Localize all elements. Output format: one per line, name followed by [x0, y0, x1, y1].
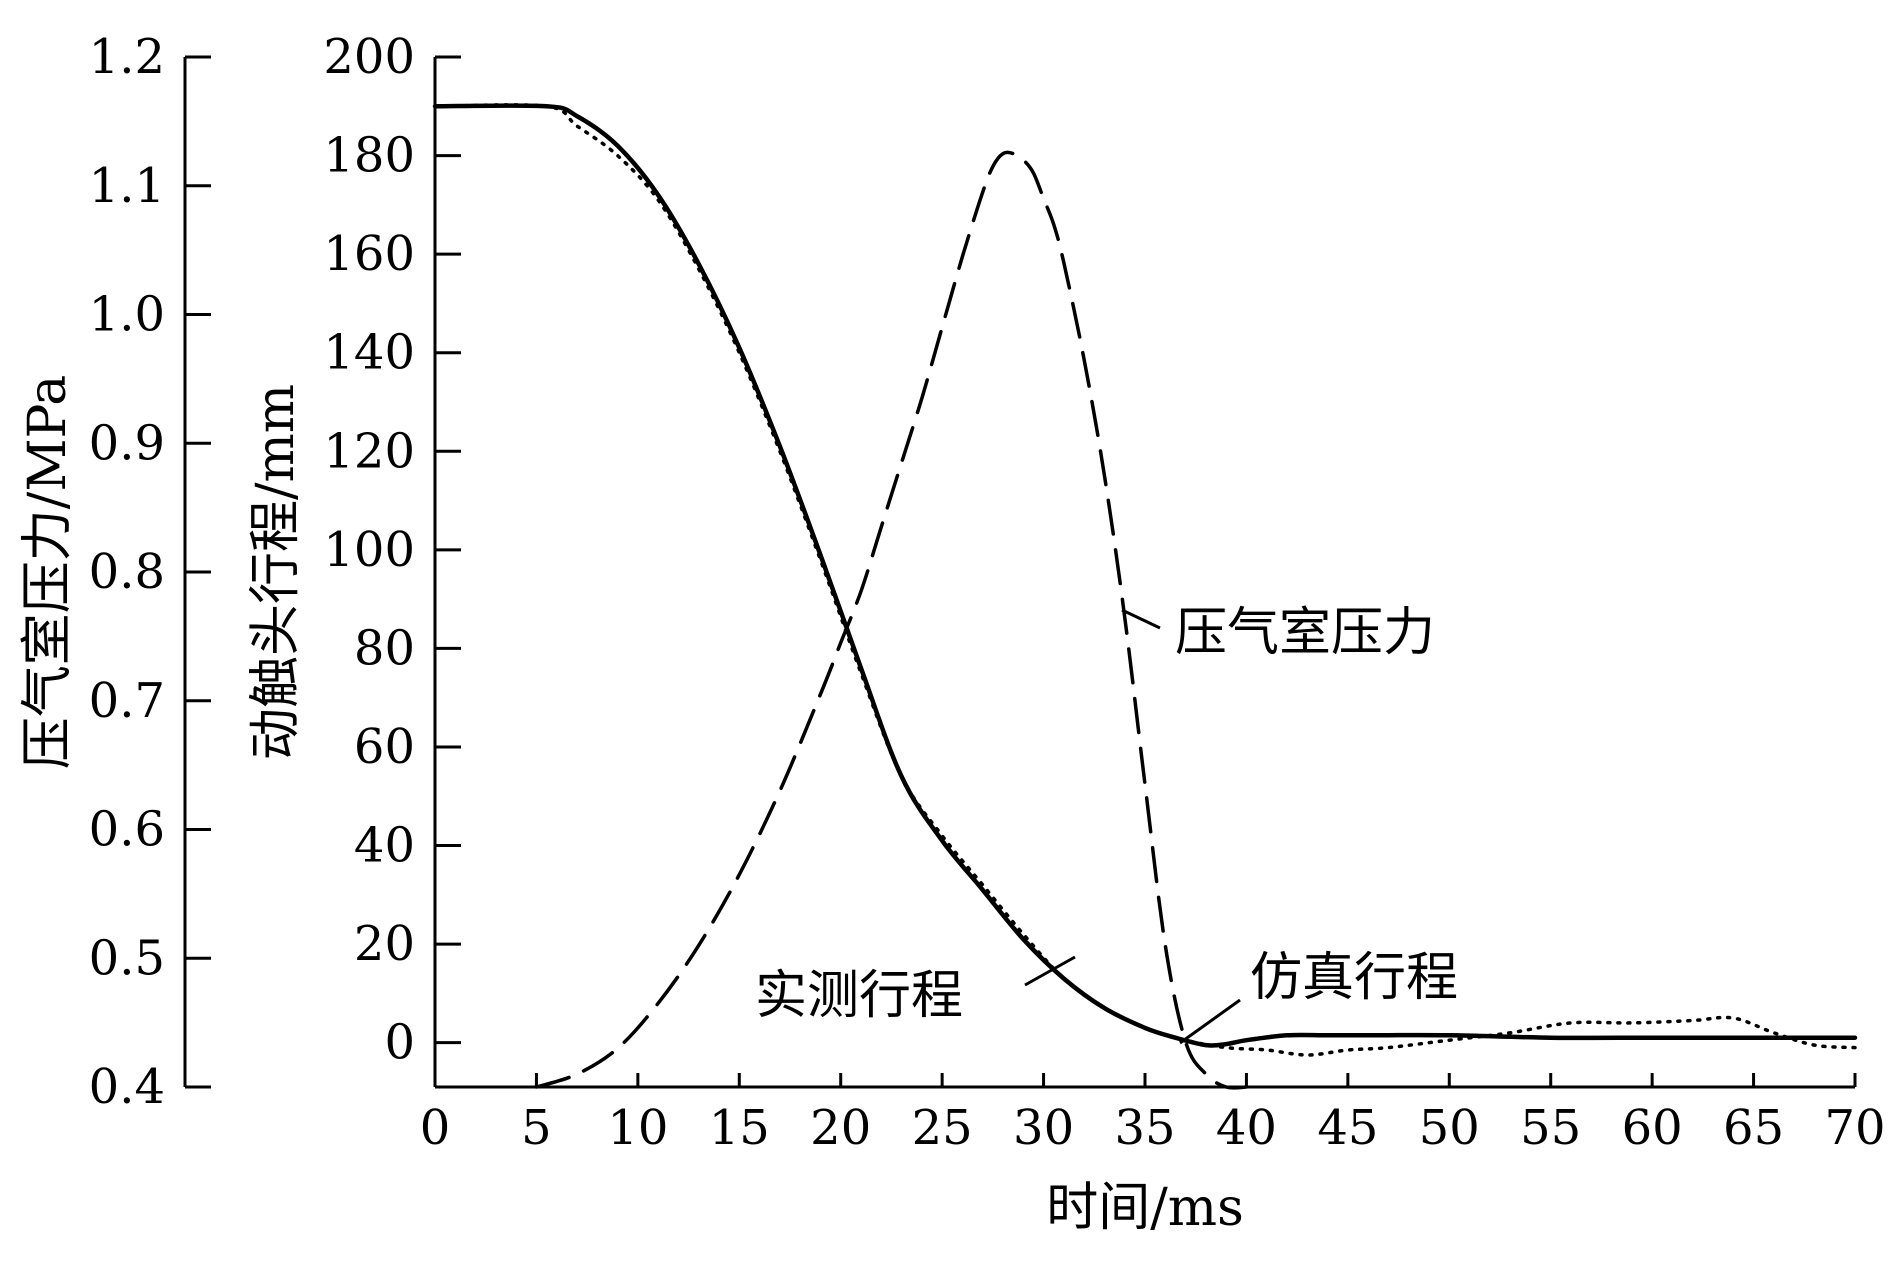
x-tick-label: 55 [1520, 1100, 1581, 1156]
series-line-dashed [534, 150, 1249, 1090]
stroke-tick-label: 200 [323, 29, 415, 85]
x-tick-label: 0 [420, 1100, 451, 1156]
pressure-tick-label: 0.9 [89, 415, 165, 471]
pressure-tick-label: 0.4 [89, 1059, 165, 1115]
pressure-axis-title: 压气室压力/MPa [18, 375, 78, 769]
pressure-tick-label: 0.7 [89, 673, 165, 729]
simulated-annotation: 仿真行程 [1250, 948, 1458, 1008]
pressure-annotation: 压气室压力 [1175, 603, 1435, 663]
simulated-leader-line [1179, 998, 1241, 1045]
stroke-tick-label: 60 [354, 719, 415, 775]
pressure-tick-label: 1.2 [89, 29, 165, 85]
x-tick-label: 5 [521, 1100, 552, 1156]
ticks: 0 5 10 15 20 25 30 35 40 45 50 55 60 65 70 0 20 40 60 80 100… [89, 29, 1886, 1156]
stroke-axis-title: 动触头行程/mm [246, 384, 306, 760]
stroke-tick-label: 160 [323, 226, 415, 282]
x-tick-label: 65 [1723, 1100, 1784, 1156]
x-tick-label: 60 [1622, 1100, 1683, 1156]
stroke-tick-label: 20 [354, 916, 415, 972]
stroke-tick-label: 40 [354, 818, 415, 874]
pressure-tick-label: 0.8 [89, 544, 165, 600]
pressure-leader-line [1121, 608, 1161, 630]
stroke-tick-label: 80 [354, 620, 415, 676]
stroke-tick-label: 120 [323, 423, 415, 479]
x-tick-label: 35 [1114, 1100, 1175, 1156]
x-tick-label: 45 [1317, 1100, 1378, 1156]
pressure-tick-label: 0.5 [89, 930, 165, 986]
pressure-tick-label: 1.1 [89, 158, 165, 214]
series-line-dotted [433, 103, 1857, 1057]
x-tick-label: 10 [607, 1100, 668, 1156]
x-tick-label: 30 [1013, 1100, 1074, 1156]
pressure-tick-label: 0.6 [89, 802, 165, 858]
stroke-tick-label: 0 [384, 1015, 415, 1071]
x-tick-label: 15 [709, 1100, 770, 1156]
stroke-tick-label: 180 [323, 128, 415, 184]
series-layer [432, 103, 1858, 1090]
x-tick-label: 40 [1216, 1100, 1277, 1156]
stroke-tick-label: 100 [323, 522, 415, 578]
series-line-solid [432, 103, 1858, 1048]
pressure-tick-label: 1.0 [89, 287, 165, 343]
measured-leader-line [1024, 955, 1076, 987]
x-tick-label: 20 [810, 1100, 871, 1156]
measured-annotation: 实测行程 [755, 966, 963, 1026]
stroke-tick-label: 140 [323, 325, 415, 381]
x-tick-label: 25 [912, 1100, 973, 1156]
x-axis-title: 时间/ms [1046, 1178, 1244, 1238]
x-tick-label: 50 [1419, 1100, 1480, 1156]
x-tick-label: 70 [1824, 1100, 1885, 1156]
